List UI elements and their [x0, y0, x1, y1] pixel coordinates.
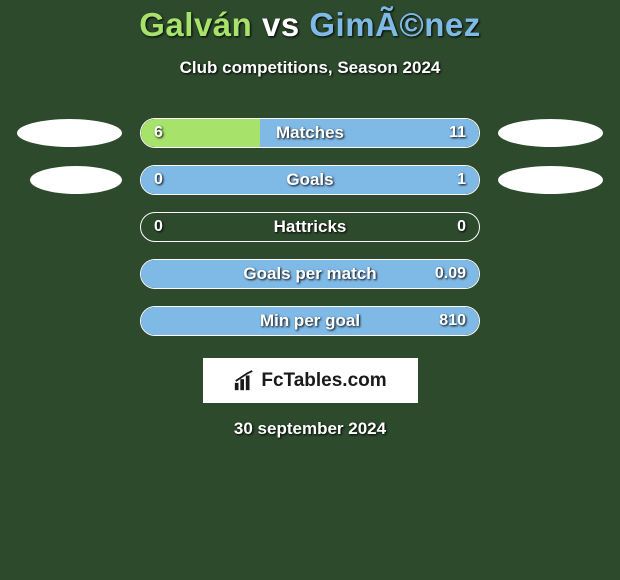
- stat-label: Goals per match: [141, 264, 479, 284]
- title-vs: vs: [252, 6, 309, 43]
- stat-row: 0Goals1: [0, 165, 620, 195]
- stat-row: 6Matches11: [0, 118, 620, 148]
- stat-label: Goals: [141, 170, 479, 190]
- title-player2: GimÃ©nez: [309, 6, 480, 43]
- title: Galván vs GimÃ©nez: [0, 6, 620, 44]
- stat-right-value: 810: [439, 312, 466, 330]
- left-ellipse: [17, 119, 122, 147]
- left-spacer: [17, 260, 122, 288]
- stat-label: Hattricks: [141, 217, 479, 237]
- stat-right-value: 11: [449, 124, 466, 142]
- right-ellipse: [498, 119, 603, 147]
- stat-bar: 0Goals1: [140, 165, 480, 195]
- stat-bar: Min per goal810: [140, 306, 480, 336]
- stat-bar: 6Matches11: [140, 118, 480, 148]
- stat-right-value: 1: [457, 171, 466, 189]
- stat-row: 0Hattricks0: [0, 212, 620, 242]
- right-ellipse: [498, 166, 603, 194]
- right-spacer: [498, 260, 603, 288]
- left-spacer: [17, 213, 122, 241]
- logo-box: FcTables.com: [203, 358, 418, 403]
- stat-label: Matches: [141, 123, 479, 143]
- left-spacer: [17, 307, 122, 335]
- right-spacer: [498, 213, 603, 241]
- comparison-infographic: Galván vs GimÃ©nez Club competitions, Se…: [0, 0, 620, 439]
- stat-right-value: 0.09: [435, 265, 466, 283]
- date: 30 september 2024: [0, 419, 620, 439]
- title-player1: Galván: [139, 6, 252, 43]
- left-ellipse: [30, 166, 122, 194]
- logo-text: FcTables.com: [261, 370, 386, 392]
- right-spacer: [498, 307, 603, 335]
- stat-row: Min per goal810: [0, 306, 620, 336]
- stat-bar: Goals per match0.09: [140, 259, 480, 289]
- subtitle: Club competitions, Season 2024: [0, 58, 620, 78]
- stat-bar: 0Hattricks0: [140, 212, 480, 242]
- bars-icon: [233, 370, 255, 392]
- stat-right-value: 0: [457, 218, 466, 236]
- stat-label: Min per goal: [141, 311, 479, 331]
- stat-row: Goals per match0.09: [0, 259, 620, 289]
- rows-container: 6Matches110Goals10Hattricks0Goals per ma…: [0, 118, 620, 336]
